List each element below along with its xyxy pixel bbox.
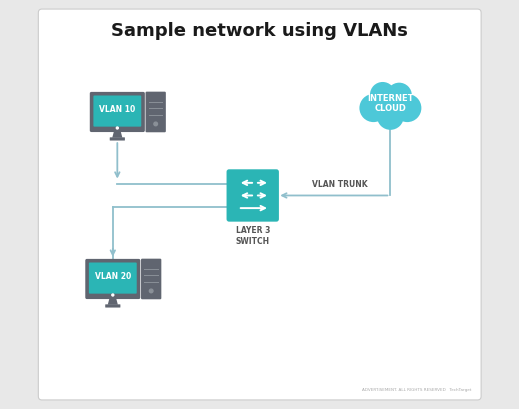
Circle shape (377, 103, 404, 130)
FancyBboxPatch shape (145, 92, 166, 132)
Polygon shape (108, 297, 118, 305)
Circle shape (154, 122, 157, 126)
FancyBboxPatch shape (89, 263, 136, 294)
Text: ADVERTISEMENT. ALL RIGHTS RESERVED   TechTarget: ADVERTISEMENT. ALL RIGHTS RESERVED TechT… (362, 389, 472, 393)
Circle shape (370, 82, 395, 107)
Circle shape (116, 127, 118, 129)
FancyBboxPatch shape (105, 304, 120, 308)
Text: Sample network using VLANs: Sample network using VLANs (111, 22, 408, 40)
Text: VLAN 20: VLAN 20 (94, 272, 131, 281)
Circle shape (393, 94, 421, 122)
FancyBboxPatch shape (110, 137, 125, 141)
FancyBboxPatch shape (141, 258, 161, 299)
Text: VLAN 10: VLAN 10 (99, 105, 135, 114)
Text: VLAN TRUNK: VLAN TRUNK (312, 180, 368, 189)
FancyBboxPatch shape (90, 92, 145, 132)
Circle shape (360, 94, 388, 122)
FancyBboxPatch shape (38, 9, 481, 400)
FancyBboxPatch shape (93, 95, 141, 127)
FancyBboxPatch shape (85, 259, 140, 299)
Polygon shape (112, 130, 122, 138)
Circle shape (387, 83, 412, 108)
Text: LAYER 3
SWITCH: LAYER 3 SWITCH (236, 227, 270, 246)
Circle shape (112, 294, 114, 296)
FancyBboxPatch shape (227, 169, 279, 222)
Circle shape (372, 86, 409, 124)
Circle shape (149, 289, 153, 293)
Text: INTERNET
CLOUD: INTERNET CLOUD (367, 94, 414, 113)
